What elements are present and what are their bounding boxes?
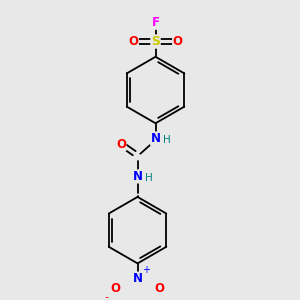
Text: -: - xyxy=(104,292,109,300)
Text: N: N xyxy=(133,272,142,285)
Text: +: + xyxy=(142,265,150,275)
Text: H: H xyxy=(145,173,153,183)
Text: O: O xyxy=(110,282,120,295)
Text: O: O xyxy=(128,35,138,48)
Text: O: O xyxy=(155,282,165,295)
Text: O: O xyxy=(116,137,126,151)
Text: F: F xyxy=(152,16,160,29)
Text: N: N xyxy=(133,170,142,183)
Text: S: S xyxy=(151,35,160,48)
Text: O: O xyxy=(173,35,183,48)
Text: N: N xyxy=(151,132,160,145)
Text: H: H xyxy=(163,135,171,145)
